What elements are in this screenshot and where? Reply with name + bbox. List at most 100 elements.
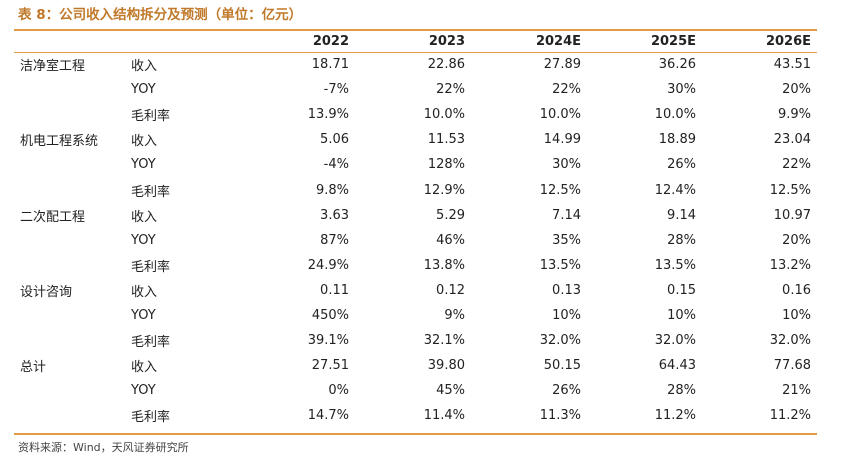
value-cell: 50.15 xyxy=(543,358,581,374)
value-cell: 11.2% xyxy=(769,408,811,424)
value-cell: 36.26 xyxy=(658,57,696,73)
value-cell: 10% xyxy=(552,307,581,323)
value-cell: 0.15 xyxy=(667,282,696,298)
value-cell: 7.14 xyxy=(552,207,581,223)
segment-label: 机电工程系统 xyxy=(20,134,99,150)
header-year: 2024E xyxy=(535,34,581,49)
table-row: 毛利率 9.8% 12.9% 12.5% 12.4% 12.5% xyxy=(14,177,817,202)
value-cell: 5.29 xyxy=(436,207,465,223)
value-cell: 11.53 xyxy=(427,132,465,148)
metric-label: YOY xyxy=(131,82,156,98)
value-cell: -4% xyxy=(323,157,349,173)
value-cell: 9.8% xyxy=(315,182,349,198)
metric-label: 毛利率 xyxy=(131,410,171,426)
value-cell: 3.63 xyxy=(320,207,349,223)
value-cell: 77.68 xyxy=(773,358,811,374)
value-cell: 11.4% xyxy=(423,408,465,424)
value-cell: 87% xyxy=(320,232,349,248)
value-cell: 450% xyxy=(311,307,349,323)
segment-label xyxy=(14,152,129,177)
segment-label: 总计 xyxy=(20,360,47,376)
value-cell: 26% xyxy=(667,157,696,173)
value-cell: 10% xyxy=(782,307,811,323)
value-cell: 12.5% xyxy=(539,182,581,198)
segment-label: 设计咨询 xyxy=(20,284,73,300)
metric-label: YOY xyxy=(131,307,156,323)
segment-label xyxy=(14,303,129,328)
value-cell: 10% xyxy=(667,307,696,323)
value-cell: 10.97 xyxy=(773,207,811,223)
value-cell: 0% xyxy=(328,383,349,399)
bottom-rule xyxy=(14,433,817,435)
value-cell: 11.2% xyxy=(654,408,696,424)
value-cell: 5.06 xyxy=(320,132,349,148)
value-cell: 13.5% xyxy=(539,257,581,273)
value-cell: 13.5% xyxy=(654,257,696,273)
segment-label xyxy=(14,177,129,202)
segment-label xyxy=(14,228,129,253)
metric-label: 收入 xyxy=(131,360,158,376)
value-cell: 22% xyxy=(782,157,811,173)
table-row: 二次配工程 收入 3.63 5.29 7.14 9.14 10.97 xyxy=(14,203,817,228)
value-cell: 128% xyxy=(427,157,465,173)
value-cell: 32.1% xyxy=(423,333,465,349)
header-year: 2023 xyxy=(428,34,465,49)
value-cell: 18.71 xyxy=(311,57,349,73)
header-year: 2025E xyxy=(650,34,696,49)
segment-label xyxy=(14,328,129,353)
value-cell: 12.5% xyxy=(769,182,811,198)
value-cell: 9.9% xyxy=(777,107,811,123)
metric-label: 收入 xyxy=(131,284,158,300)
table-row: YOY 0% 45% 26% 28% 21% xyxy=(14,378,817,403)
source-note: 资料来源：Wind，天风证券研究所 xyxy=(18,441,189,454)
value-cell: 43.51 xyxy=(773,57,811,73)
metric-label: YOY xyxy=(131,232,156,248)
table-title: 表 8：公司收入结构拆分及预测（单位：亿元） xyxy=(18,7,303,23)
header-rule xyxy=(14,52,817,53)
value-cell: 13.2% xyxy=(769,257,811,273)
table-row: 毛利率 39.1% 32.1% 32.0% 32.0% 32.0% xyxy=(14,328,817,353)
table-row: 机电工程系统 收入 5.06 11.53 14.99 18.89 23.04 xyxy=(14,127,817,152)
metric-label: 毛利率 xyxy=(131,109,171,125)
value-cell: 64.43 xyxy=(658,358,696,374)
value-cell: 9% xyxy=(444,307,465,323)
header-row: 2022 2023 2024E 2025E 2026E xyxy=(14,31,817,52)
segment-label: 洁净室工程 xyxy=(20,59,86,75)
table-row: 总计 收入 27.51 39.80 50.15 64.43 77.68 xyxy=(14,353,817,378)
metric-label: 毛利率 xyxy=(131,184,171,200)
value-cell: 30% xyxy=(552,157,581,173)
metric-label: 毛利率 xyxy=(131,259,171,275)
revenue-forecast-table: 2022 2023 2024E 2025E 2026E 洁净室工程 收入 18.71… xyxy=(14,31,817,428)
value-cell: 32.0% xyxy=(654,333,696,349)
value-cell: 32.0% xyxy=(539,333,581,349)
table-body: 洁净室工程 收入 18.71 22.86 27.89 36.26 43.51 YOY -7% 22… xyxy=(14,52,817,428)
value-cell: 0.12 xyxy=(436,282,465,298)
value-cell: 0.16 xyxy=(782,282,811,298)
table-row: 设计咨询 收入 0.11 0.12 0.13 0.15 0.16 xyxy=(14,278,817,303)
value-cell: 28% xyxy=(667,232,696,248)
table-row: YOY -4% 128% 30% 26% 22% xyxy=(14,152,817,177)
value-cell: 14.99 xyxy=(543,132,581,148)
value-cell: 39.80 xyxy=(427,358,465,374)
value-cell: 0.13 xyxy=(552,282,581,298)
value-cell: 13.8% xyxy=(423,257,465,273)
table-row: 毛利率 14.7% 11.4% 11.3% 11.2% 11.2% xyxy=(14,403,817,428)
value-cell: -7% xyxy=(323,82,349,98)
header-blank-segment xyxy=(14,31,129,52)
metric-label: YOY xyxy=(131,157,156,173)
value-cell: 32.0% xyxy=(769,333,811,349)
value-cell: 21% xyxy=(782,383,811,399)
top-rule xyxy=(14,29,817,31)
header-year: 2022 xyxy=(312,34,349,49)
table-row: YOY -7% 22% 22% 30% 20% xyxy=(14,77,817,102)
value-cell: 26% xyxy=(552,383,581,399)
value-cell: 9.14 xyxy=(667,207,696,223)
value-cell: 20% xyxy=(782,232,811,248)
segment-label xyxy=(14,403,129,428)
value-cell: 18.89 xyxy=(658,132,696,148)
segment-label xyxy=(14,253,129,278)
value-cell: 24.9% xyxy=(307,257,349,273)
metric-label: 收入 xyxy=(131,59,158,75)
value-cell: 30% xyxy=(667,82,696,98)
value-cell: 39.1% xyxy=(307,333,349,349)
